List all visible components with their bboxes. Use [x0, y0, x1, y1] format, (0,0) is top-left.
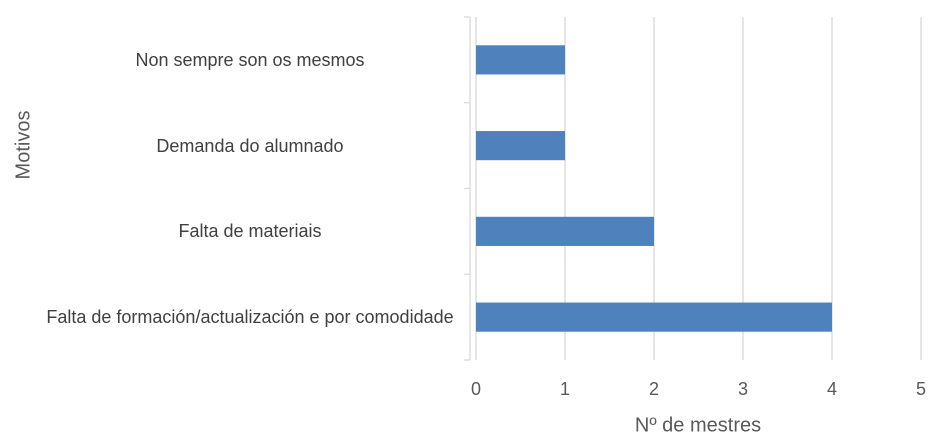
- x-tick-label: 3: [738, 379, 748, 399]
- x-tick-label: 4: [827, 379, 837, 399]
- y-tick-label: Non sempre son os mesmos: [135, 49, 365, 70]
- bar: [476, 216, 654, 246]
- x-tick-label: 0: [471, 379, 481, 399]
- x-tick-label: 2: [649, 379, 659, 399]
- y-axis-title: Motivos: [12, 111, 34, 180]
- x-axis-title: Nº de mestres: [635, 414, 761, 436]
- bar: [476, 131, 565, 161]
- bar: [476, 302, 832, 332]
- x-tick-label: 5: [916, 379, 926, 399]
- x-tick-label: 1: [560, 379, 570, 399]
- y-tick-label: Falta de materiais: [178, 221, 322, 242]
- bar: [476, 45, 565, 75]
- y-tick-label: Falta de formación/actualización e por c…: [46, 307, 454, 328]
- y-tick-label: Demanda do alumnado: [156, 135, 344, 156]
